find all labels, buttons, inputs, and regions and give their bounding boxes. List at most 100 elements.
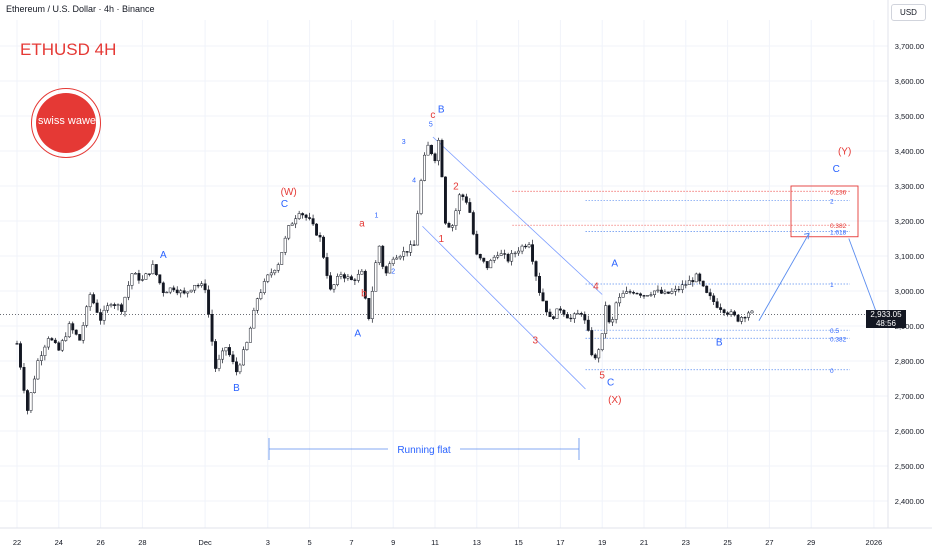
x-tick-label: 27 <box>765 538 773 547</box>
candle-body <box>551 316 555 319</box>
candle-body <box>531 244 534 262</box>
candle-body <box>238 364 242 373</box>
candle-body <box>468 202 472 213</box>
x-tick-label: 17 <box>556 538 564 547</box>
candle-body <box>32 378 36 393</box>
candle-body <box>545 300 548 313</box>
candle-body <box>57 342 61 351</box>
candle-body <box>269 272 273 276</box>
candle-body <box>315 223 319 236</box>
candle-body <box>520 245 524 252</box>
target-box <box>790 185 859 238</box>
y-tick-label: 2,600.00 <box>895 427 924 436</box>
candle-body <box>363 270 367 299</box>
candle-body <box>43 346 47 356</box>
candle-body <box>527 244 531 248</box>
y-tick-label: 3,300.00 <box>895 182 924 191</box>
x-tick-label: 26 <box>96 538 104 547</box>
candle-body <box>259 292 263 299</box>
candle-body <box>210 314 214 342</box>
wave-label: C <box>281 199 288 210</box>
candle-body <box>646 295 649 297</box>
candle-body <box>618 297 622 304</box>
currency-button[interactable]: USD <box>891 4 926 21</box>
candle-body <box>92 294 96 304</box>
candle-body <box>273 270 277 274</box>
candle-body <box>102 309 106 321</box>
candle-body <box>78 334 82 341</box>
y-tick-label: 3,100.00 <box>895 252 924 261</box>
candle-body <box>632 292 635 294</box>
annotations: Running flat <box>268 232 882 460</box>
candle-body <box>342 274 346 279</box>
candle-body <box>388 263 392 274</box>
candle-body <box>130 273 134 286</box>
logo-disc <box>36 93 96 153</box>
candle-body <box>374 262 378 292</box>
candle-body <box>301 213 305 216</box>
wave-label: A <box>354 329 361 340</box>
candle-body <box>426 144 430 156</box>
candle-body <box>590 330 594 356</box>
candle-body <box>402 251 406 257</box>
candle-body <box>349 276 353 281</box>
candle-body <box>245 342 249 350</box>
candle-body <box>489 260 493 269</box>
candle-body <box>708 292 712 297</box>
channel-upper <box>432 136 603 295</box>
candle-body <box>214 341 218 369</box>
candle-body <box>475 233 479 255</box>
candle-body <box>137 273 141 281</box>
candle-body <box>53 339 57 344</box>
candle-body <box>478 253 482 259</box>
candle-body <box>621 293 625 298</box>
wave-label: 1 <box>438 234 444 245</box>
candle-body <box>60 340 64 351</box>
candle-body <box>332 284 336 290</box>
x-tick-label: 15 <box>514 538 522 547</box>
candle-body <box>653 290 656 295</box>
candle-body <box>464 196 468 203</box>
candle-body <box>71 323 75 331</box>
candle-body <box>555 308 559 319</box>
candle-body <box>705 285 709 293</box>
candle-body <box>329 275 332 290</box>
candle-body <box>694 273 698 283</box>
candle-body <box>419 180 423 214</box>
wave-label: a <box>359 218 365 229</box>
fib-label: 1 <box>830 282 834 289</box>
candle-body <box>444 176 447 224</box>
candle-body <box>538 276 541 293</box>
candle-body <box>322 236 325 258</box>
candle-body <box>175 289 179 294</box>
candle-body <box>290 223 294 226</box>
wave-label: 3 <box>533 336 539 347</box>
candle-body <box>750 310 754 314</box>
candle-body <box>203 283 207 291</box>
x-tick-label: 5 <box>308 538 312 547</box>
y-axis: 2,400.00 2,500.00 2,600.00 2,700.00 2,800.00… <box>887 0 924 528</box>
candle-body <box>600 333 604 350</box>
candle-body <box>607 305 611 323</box>
candle-body <box>604 305 608 334</box>
candle-body <box>454 210 458 226</box>
wave-label: (Y) <box>838 147 851 158</box>
candle-body <box>168 287 172 293</box>
candle-body <box>583 314 587 321</box>
candle-body <box>123 296 127 312</box>
candle-body <box>370 291 374 319</box>
candle-body <box>120 304 123 312</box>
wave-label: 1 <box>375 213 379 220</box>
candle-body <box>325 257 329 276</box>
fib-label: 2 <box>830 199 834 206</box>
candle-body <box>367 298 371 319</box>
candle-body <box>691 280 695 283</box>
candle-body <box>510 253 514 262</box>
candle-body <box>294 218 298 225</box>
wave-label: c <box>430 110 435 121</box>
candle-body <box>680 284 684 290</box>
candle-body <box>29 392 33 411</box>
candle-body <box>224 347 228 352</box>
wave-label: (X) <box>608 395 621 406</box>
